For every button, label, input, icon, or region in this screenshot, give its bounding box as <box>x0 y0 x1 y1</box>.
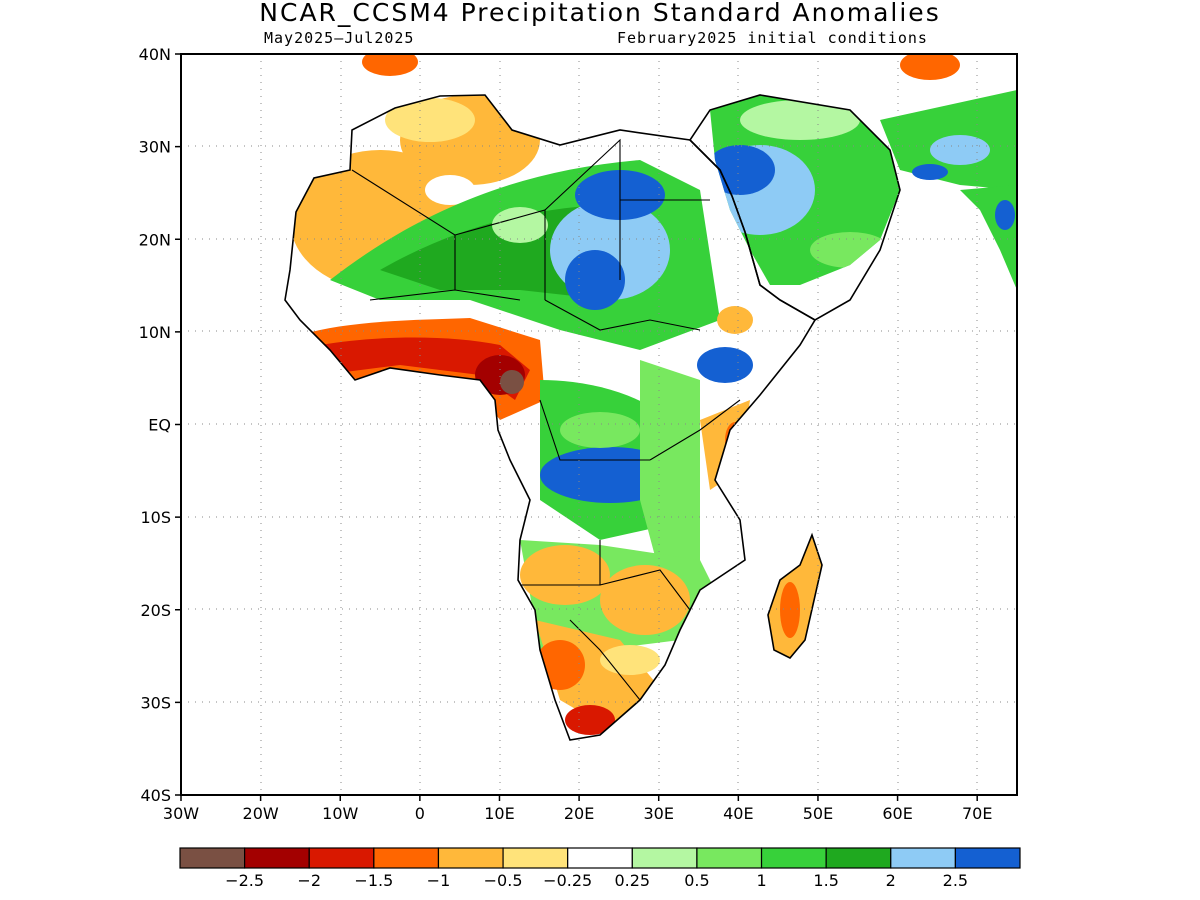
lat-label: 10S <box>140 508 171 527</box>
lon-label: 10W <box>322 804 358 823</box>
lat-label: 10N <box>139 323 171 342</box>
colorbar-label: −0.5 <box>484 871 523 890</box>
colorbar-swatch <box>760 847 827 869</box>
madagascar-anomalies <box>768 535 822 658</box>
colorbar-swatch <box>373 847 440 869</box>
colorbar-label: 2 <box>886 871 896 890</box>
lon-label: 10E <box>484 804 514 823</box>
colorbar-swatch <box>825 847 892 869</box>
colorbar-label: 0.5 <box>684 871 709 890</box>
colorbar-label: 1 <box>756 871 766 890</box>
lon-label: 30W <box>163 804 199 823</box>
initial-conditions: February2025 initial conditions <box>617 29 928 47</box>
anomaly-field <box>285 54 1017 740</box>
colorbar-swatch <box>437 847 504 869</box>
colorbar-swatch <box>179 847 246 869</box>
lon-label: 20W <box>243 804 279 823</box>
y-axis: 40N 30N 20N 10N EQ 10S 20S 30S 40S <box>139 45 181 805</box>
colorbar-swatch <box>631 847 698 869</box>
chart-title: NCAR_CCSM4 Precipitation Standard Anomal… <box>259 0 941 27</box>
colorbar-label: 0.25 <box>614 871 650 890</box>
colorbar-swatch <box>308 847 375 869</box>
colorbar-label: −1 <box>427 871 451 890</box>
africa-anomalies <box>285 95 815 740</box>
lon-label: 50E <box>803 804 833 823</box>
lon-label: 60E <box>882 804 912 823</box>
lat-label: EQ <box>148 416 171 435</box>
colorbar-label: −1.5 <box>354 871 393 890</box>
lat-label: 20S <box>140 601 171 620</box>
country-borders <box>351 138 741 701</box>
iran-dry-patch <box>900 54 960 80</box>
lat-label: 40S <box>140 786 171 805</box>
coastlines <box>284 94 901 741</box>
lon-label: 40E <box>723 804 753 823</box>
colorbar: −2.5 −2 −1.5 −1 −0.5 −0.25 0.25 0.5 1 1.5 2 2.5 <box>179 847 1021 890</box>
colorbar-label: 2.5 <box>943 871 968 890</box>
lon-label: 20E <box>564 804 594 823</box>
lon-label: 70E <box>962 804 992 823</box>
lon-label: 0 <box>415 804 425 823</box>
colorbar-swatch <box>502 847 569 869</box>
colorbar-swatch <box>567 847 633 869</box>
colorbar-label: −2.5 <box>225 871 264 890</box>
lat-label: 30S <box>140 693 171 712</box>
colorbar-label: −2 <box>297 871 321 890</box>
lat-label: 20N <box>139 230 171 249</box>
lon-label: 30E <box>643 804 673 823</box>
lat-label: 30N <box>139 138 171 157</box>
colorbar-swatch <box>244 847 310 869</box>
colorbar-swatch <box>954 847 1021 869</box>
colorbar-label: −0.25 <box>543 871 592 890</box>
colorbar-swatch <box>696 847 763 869</box>
lat-label: 40N <box>139 45 171 64</box>
colorbar-swatch <box>890 847 956 869</box>
spain-dry-patch <box>362 54 418 76</box>
forecast-period: May2025–Jul2025 <box>264 29 415 47</box>
x-axis: 30W 20W 10W 0 10E 20E 30E 40E 50E 60E 70E <box>163 795 992 823</box>
colorbar-label: 1.5 <box>813 871 838 890</box>
